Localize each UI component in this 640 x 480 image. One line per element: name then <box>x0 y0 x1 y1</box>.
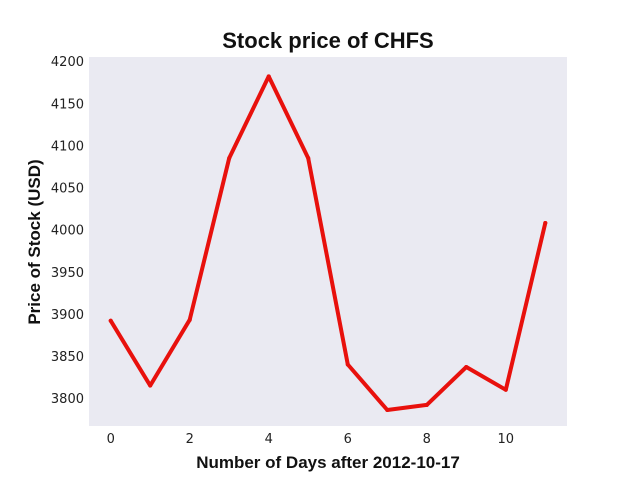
y-tick-label: 3950 <box>51 266 84 281</box>
y-axis-label: Price of Stock (USD) <box>25 159 44 324</box>
x-tick-label: 10 <box>497 432 514 447</box>
series-points <box>108 74 548 412</box>
x-tick-label: 4 <box>265 432 273 447</box>
x-axis-label: Number of Days after 2012-10-17 <box>196 453 460 472</box>
x-tick-label: 2 <box>186 432 194 447</box>
y-tick-label: 4100 <box>51 139 84 154</box>
x-tick-label: 6 <box>344 432 352 447</box>
data-point <box>345 362 350 367</box>
plot-area <box>89 57 567 426</box>
y-tick-label: 4200 <box>51 55 84 70</box>
data-point <box>187 317 192 322</box>
data-point <box>306 156 311 161</box>
data-point <box>503 387 508 392</box>
data-point <box>385 407 390 412</box>
x-axis-ticks: 0 2 4 6 8 10 <box>107 432 514 447</box>
y-tick-label: 4050 <box>51 182 84 197</box>
y-tick-label: 3800 <box>51 392 84 407</box>
data-point <box>424 402 429 407</box>
data-point <box>108 318 113 323</box>
x-tick-label: 8 <box>423 432 431 447</box>
y-tick-label: 3850 <box>51 350 84 365</box>
series-line <box>108 74 548 412</box>
data-point <box>464 365 469 370</box>
x-tick-label: 0 <box>107 432 115 447</box>
y-tick-label: 4000 <box>51 224 84 239</box>
data-point <box>148 383 153 388</box>
data-point <box>543 220 548 225</box>
chart-title: Stock price of CHFS <box>222 28 433 53</box>
data-point <box>227 156 232 161</box>
y-axis-ticks: 3800 3850 3900 3950 4000 4050 4100 4150 4200 <box>51 55 84 407</box>
y-tick-label: 4150 <box>51 97 84 112</box>
y-tick-label: 3900 <box>51 308 84 323</box>
data-point <box>266 74 271 79</box>
